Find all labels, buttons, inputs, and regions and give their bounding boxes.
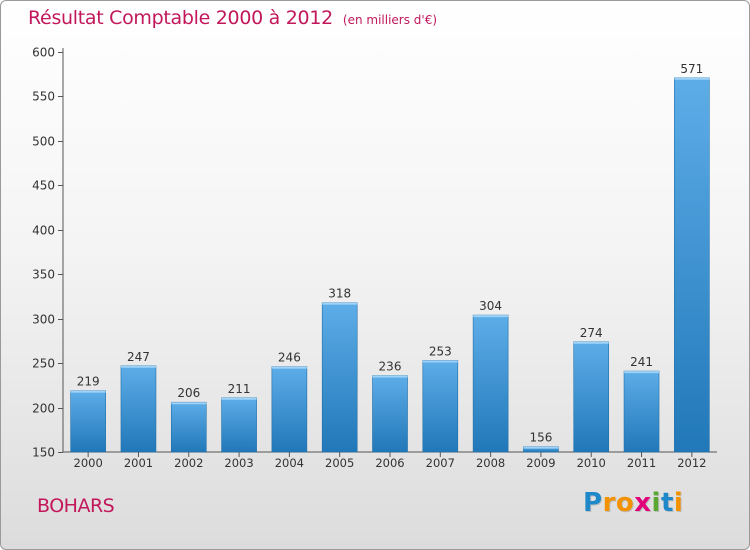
- x-tick-label: 2000: [74, 456, 103, 470]
- x-tick-label: 2010: [577, 456, 606, 470]
- bar-highlight: [422, 360, 458, 363]
- chart-title-text: Résultat Comptable 2000 à 2012: [28, 7, 333, 29]
- bar: [573, 341, 610, 453]
- bar-highlight: [674, 77, 710, 80]
- data-label: 211: [228, 382, 251, 396]
- bar: [623, 370, 660, 453]
- logo-letter: r: [602, 488, 616, 518]
- proxiti-logo: Proxiti: [583, 488, 683, 518]
- y-tick-label: 150: [32, 446, 55, 460]
- logo-letter: i: [673, 488, 684, 518]
- data-label: 247: [127, 350, 150, 364]
- bar-highlight: [70, 390, 106, 393]
- data-label: 236: [379, 360, 402, 374]
- chart-subtitle: (en milliers d'€): [342, 13, 438, 27]
- bar: [271, 366, 308, 453]
- logo-letter: o: [615, 488, 635, 518]
- logo-letter: P: [583, 488, 603, 518]
- bar-highlight: [523, 446, 559, 449]
- logo-letter: x: [634, 488, 652, 518]
- bar-highlight: [573, 341, 609, 344]
- bar: [472, 314, 509, 453]
- bar: [321, 302, 358, 453]
- location-name: BOHARS: [37, 495, 115, 517]
- bar-highlight: [271, 366, 307, 369]
- x-tick-label: 2011: [627, 456, 656, 470]
- bar-highlight: [473, 315, 509, 318]
- data-label: 274: [580, 326, 603, 340]
- bar-highlight: [322, 302, 358, 305]
- data-label: 318: [328, 287, 351, 301]
- data-label: 304: [479, 299, 502, 313]
- logo-letter: i: [651, 488, 661, 518]
- bar-highlight: [372, 375, 408, 378]
- data-label: 246: [278, 351, 301, 365]
- data-label: 156: [529, 431, 552, 445]
- x-tick-label: 2007: [426, 456, 455, 470]
- logo-letter: t: [660, 488, 674, 518]
- x-tick-label: 2005: [325, 456, 354, 470]
- data-label: 253: [429, 344, 452, 358]
- x-tick-label: 2009: [526, 456, 555, 470]
- y-tick-label: 600: [32, 46, 55, 60]
- bar: [372, 375, 408, 453]
- x-tick-label: 2004: [275, 456, 304, 470]
- bar-highlight: [171, 402, 207, 405]
- bar-highlight: [624, 371, 660, 374]
- bar: [170, 401, 207, 453]
- x-tick-label: 2008: [476, 456, 505, 470]
- data-label: 241: [630, 355, 653, 369]
- x-tick-label: 2006: [375, 456, 404, 470]
- bar-highlight: [120, 365, 156, 368]
- bar: [120, 365, 157, 453]
- y-tick-label: 350: [32, 268, 55, 282]
- data-labels: 219 247 206 211 246 318 236 253 304 156 274 241 571: [77, 62, 704, 445]
- y-tick-label: 500: [32, 135, 55, 149]
- bar: [221, 397, 257, 453]
- bars: [70, 77, 710, 453]
- y-tick-label: 400: [32, 224, 55, 238]
- chart-title: Résultat Comptable 2000 à 2012 (en millie…: [28, 7, 437, 29]
- x-tick-label: 2001: [124, 456, 153, 470]
- data-label: 571: [680, 62, 703, 76]
- data-label: 206: [177, 386, 200, 400]
- x-tick-label: 2002: [174, 456, 203, 470]
- y-tick-label: 250: [32, 357, 55, 371]
- y-tick-label: 300: [32, 313, 55, 327]
- x-tick-label: 2003: [224, 456, 253, 470]
- bar: [674, 77, 710, 453]
- bar: [70, 390, 106, 453]
- bar-highlight: [221, 397, 257, 400]
- x-axis: 2000 2001 2002 2003 2004 2005 2006 2007 2008 2009…: [63, 451, 717, 470]
- x-tick-label: 2012: [677, 456, 706, 470]
- data-label: 219: [77, 375, 100, 389]
- y-tick-label: 550: [32, 90, 55, 104]
- y-tick-label: 200: [32, 402, 55, 416]
- bar: [422, 360, 459, 453]
- y-tick-label: 450: [32, 179, 55, 193]
- y-axis: 150 200 250 300 350 400 450 500 550 600: [32, 46, 64, 460]
